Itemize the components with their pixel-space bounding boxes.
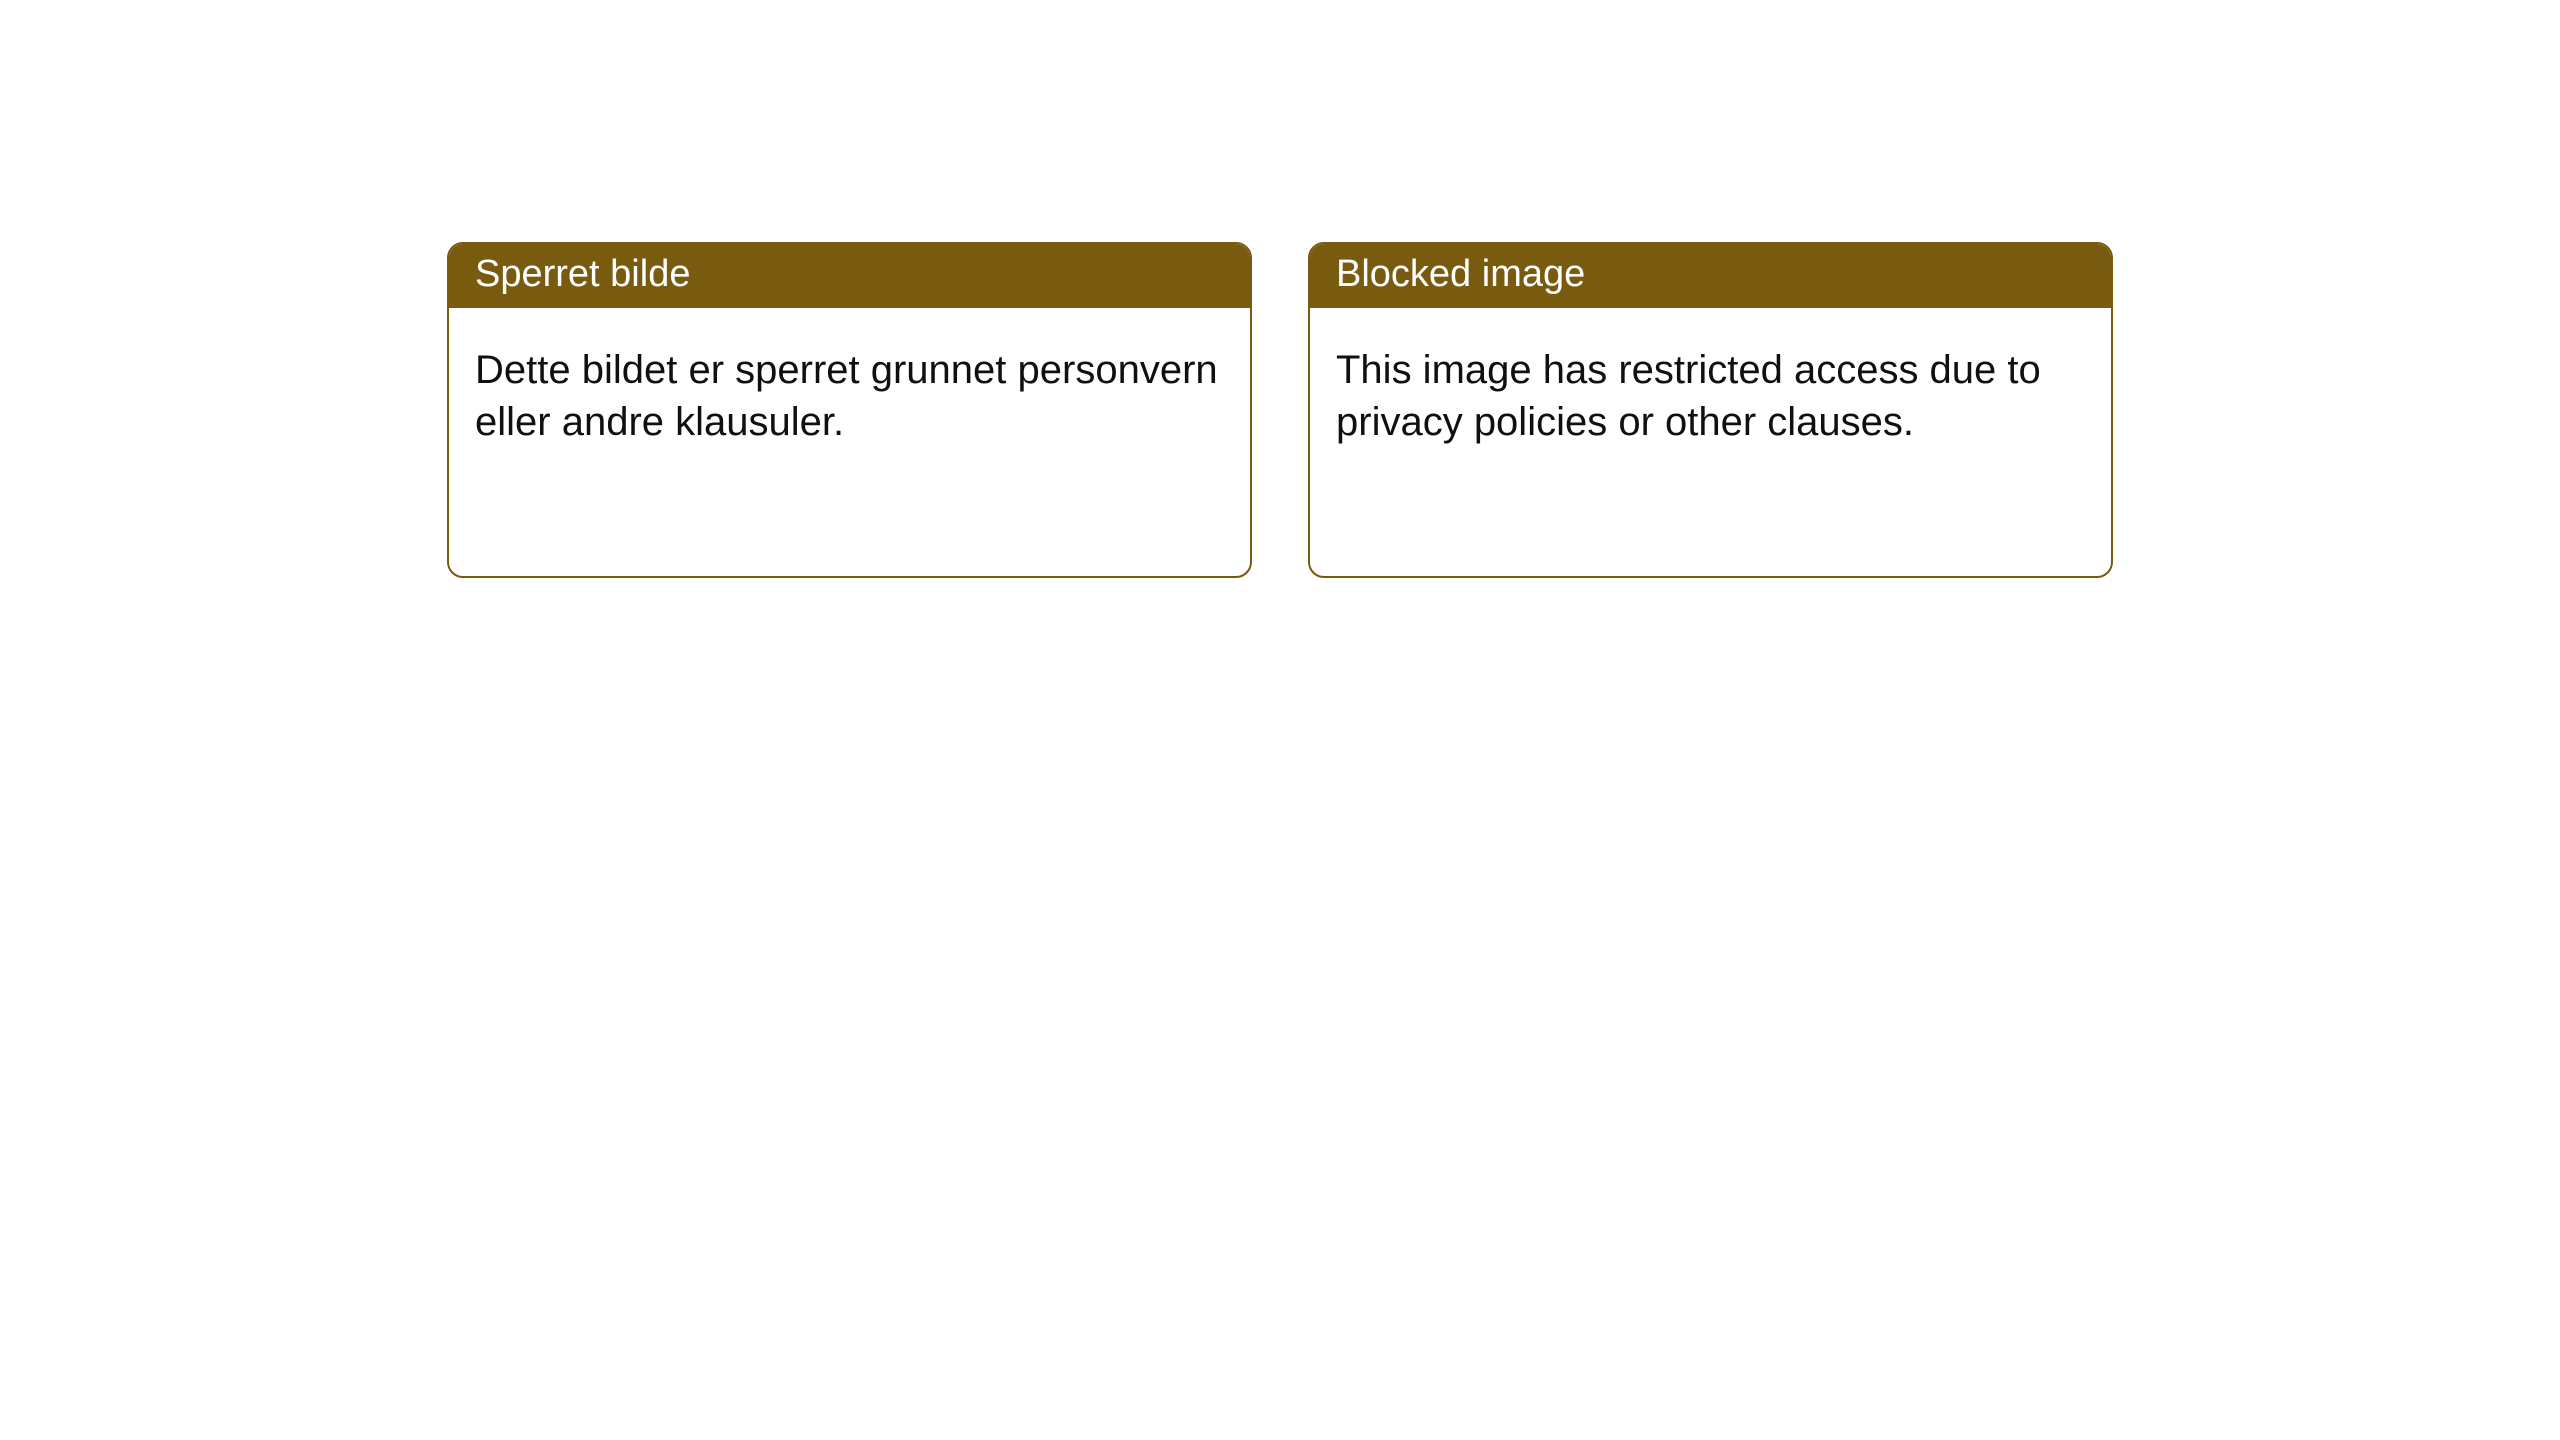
info-cards-container: Sperret bilde Dette bildet er sperret gr…	[0, 0, 2560, 578]
info-card-norwegian: Sperret bilde Dette bildet er sperret gr…	[447, 242, 1252, 578]
card-body-text: Dette bildet er sperret grunnet personve…	[449, 308, 1250, 474]
info-card-english: Blocked image This image has restricted …	[1308, 242, 2113, 578]
card-body-text: This image has restricted access due to …	[1310, 308, 2111, 474]
card-title: Sperret bilde	[449, 244, 1250, 308]
card-title: Blocked image	[1310, 244, 2111, 308]
